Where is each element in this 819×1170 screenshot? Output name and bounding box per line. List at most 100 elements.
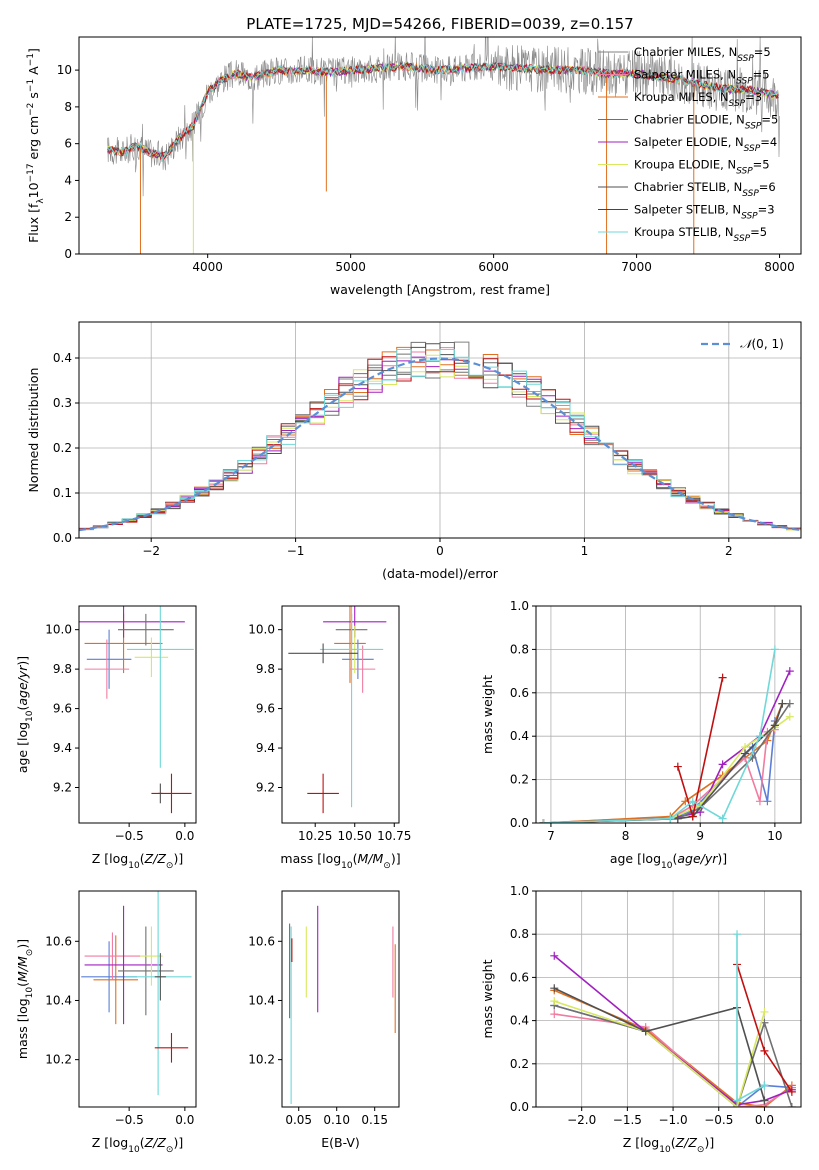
data-point <box>319 606 384 808</box>
plot-area <box>539 645 794 823</box>
x-axis-title: Z [log10(Z/Z⊙)] <box>92 1135 183 1155</box>
label-part: =5 <box>753 68 770 82</box>
weight-marker <box>760 1081 769 1090</box>
y-tick-label: 2 <box>64 210 72 224</box>
label-part: 10 <box>25 710 35 722</box>
x-tick-label: 0.0 <box>175 1113 194 1127</box>
axis-frame: −2 −1 0 1 2 0.0 0.1 0.2 0.3 0.4 (data-model)/error… <box>26 321 802 581</box>
data-point <box>334 606 366 683</box>
weight-series <box>733 930 769 1105</box>
x-tick-label: −2.0 <box>567 1113 596 1127</box>
y-tick-label: 0.3 <box>53 396 72 410</box>
weight-marker <box>550 984 559 993</box>
gaussian-curve <box>79 357 801 532</box>
label-part: ( <box>140 1135 145 1150</box>
label-part: ⊙ <box>383 861 391 871</box>
label-part: A <box>26 66 41 79</box>
y-tick-label: 0.4 <box>510 729 529 743</box>
label-part: )] <box>391 851 401 866</box>
label-part: Flux [f <box>26 203 41 243</box>
label-part: SSP <box>737 54 754 64</box>
y-tick-label: 1.0 <box>510 884 529 898</box>
histogram-step <box>79 354 801 531</box>
weight-marker <box>760 1046 769 1055</box>
data-point <box>84 905 163 1025</box>
label-part: SSP <box>736 167 753 177</box>
x-tick-label: 10 <box>767 829 782 843</box>
x-tick-label: 10.50 <box>338 829 372 843</box>
label-part: SSP <box>745 122 762 132</box>
y-tick-label: 0.2 <box>510 773 529 787</box>
label-part: −1 <box>26 79 36 92</box>
weight-marker <box>763 797 772 806</box>
weight-line <box>736 934 765 1102</box>
y-tick-label: 6 <box>64 137 72 151</box>
label-part: )] <box>704 1135 714 1150</box>
x-tick-label: 0.05 <box>285 1113 312 1127</box>
x-tick-label: 10.75 <box>377 829 411 843</box>
label-part: =5 <box>761 113 778 127</box>
label-part: age [ <box>610 851 642 866</box>
data-point <box>79 606 185 638</box>
frame <box>281 605 400 824</box>
x-tick-label: −1.5 <box>613 1113 642 1127</box>
data-point <box>84 932 141 980</box>
label-part: ( <box>353 851 358 866</box>
x-axis-title: Z [log10(Z/Z⊙)] <box>623 1135 714 1155</box>
legend-label: Salpeter STELIB, NSSP=3 <box>634 203 775 222</box>
y-tick-label: 0.6 <box>510 686 529 700</box>
frame <box>535 890 802 1108</box>
label-part: ( <box>672 851 677 866</box>
x-tick-label: 7000 <box>621 260 652 274</box>
y-tick-label: 0.6 <box>510 970 529 984</box>
weight-line <box>553 987 766 1101</box>
frame <box>281 890 400 1108</box>
axis-frame: 4000 5000 6000 7000 8000 0 2 4 6 8 10 wavelength [A… <box>26 36 802 297</box>
label-part: log <box>15 722 30 741</box>
label-part: log <box>322 851 341 866</box>
label-part: 10 <box>128 1145 140 1155</box>
weight-series <box>673 673 727 821</box>
label-part: mass [ <box>15 1017 30 1059</box>
y-tick-label: 9.4 <box>53 741 72 755</box>
legend-label: Kroupa STELIB, NSSP=5 <box>634 225 767 244</box>
weight-marker <box>733 1096 742 1105</box>
y-tick-label: 9.8 <box>256 662 275 676</box>
x-tick-label: 6000 <box>478 260 509 274</box>
weight-marker <box>760 1007 769 1016</box>
x-axis-title: Z [log10(Z/Z⊙)] <box>92 851 183 871</box>
label-part: Chabrier ELODIE, N <box>634 113 745 127</box>
data-point <box>151 773 192 814</box>
weight-series <box>550 984 769 1105</box>
label-part: Salpeter ELODIE, N <box>634 135 744 149</box>
axis-frame: 0.05 0.10 0.15 10.2 10.4 10.6 E(B-V) <box>248 890 400 1150</box>
x-tick-label: 0.10 <box>323 1113 350 1127</box>
data-point <box>140 926 163 986</box>
label-part: λ <box>36 198 46 204</box>
y-tick-label: 10.4 <box>45 993 72 1007</box>
label-part: )] <box>15 939 30 949</box>
y-tick-label: 10.2 <box>45 1053 72 1067</box>
weight-marker <box>666 814 675 823</box>
weight-marker <box>770 721 779 730</box>
label-part: Kroupa ELODIE, N <box>634 158 736 172</box>
weight-marker <box>760 1096 769 1105</box>
legend-label: Chabrier ELODIE, NSSP=5 <box>634 113 778 132</box>
x-tick-label: 0.15 <box>361 1113 388 1127</box>
label-part: ⊙ <box>166 861 174 871</box>
weight-series <box>539 712 794 823</box>
y-axis-title: Normed distribution <box>26 368 41 493</box>
y-tick-label: 0.8 <box>510 927 529 941</box>
legend-label: Chabrier MILES, NSSP=5 <box>634 45 771 64</box>
label-part: ( <box>671 1135 676 1150</box>
data-point <box>93 935 139 1025</box>
frame <box>78 890 197 1108</box>
y-axis-title: mass weight <box>480 959 495 1038</box>
x-axis-title: age [log10(age/yr)] <box>610 851 727 871</box>
label-part: log <box>109 851 128 866</box>
y-tick-label: 0.4 <box>53 351 72 365</box>
weight-marker <box>718 673 727 682</box>
weight-line <box>543 703 784 823</box>
data-point <box>154 953 166 1001</box>
weight-series <box>539 699 794 823</box>
